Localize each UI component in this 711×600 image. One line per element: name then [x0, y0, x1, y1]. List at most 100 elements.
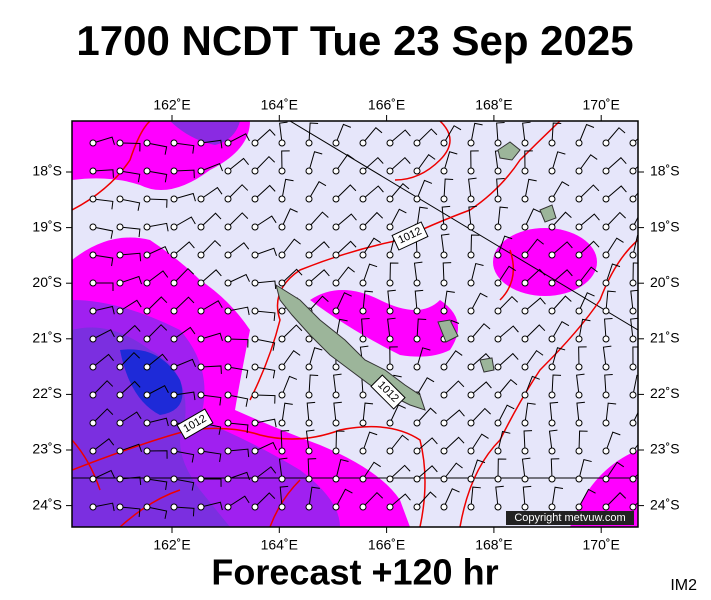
island: [497, 141, 521, 161]
wind-barb: [524, 150, 533, 172]
wind-station: [305, 447, 313, 455]
wind-barb: [281, 208, 298, 228]
wind-barb: [227, 471, 250, 481]
lon-label: 170˚E: [583, 97, 620, 113]
wind-station: [251, 419, 259, 427]
wind-station: [278, 167, 286, 175]
wind-station: [332, 391, 340, 399]
wind-station: [467, 195, 475, 203]
wind-station: [629, 251, 637, 259]
wind-station: [197, 447, 205, 455]
wind-barb: [443, 436, 465, 452]
wind-barb: [92, 169, 114, 178]
wind-station: [89, 223, 97, 231]
wind-station: [575, 503, 583, 511]
wind-barb: [443, 462, 463, 480]
lon-label: 168˚E: [475, 97, 512, 113]
wind-barb: [602, 345, 612, 368]
wind-station: [332, 503, 340, 511]
wind-station: [386, 475, 394, 483]
wind-station: [548, 307, 556, 315]
wind-barb: [227, 495, 250, 508]
wind-station: [116, 503, 124, 511]
wind-barb: [308, 122, 319, 144]
wind-station: [440, 503, 448, 511]
wind-station: [89, 251, 97, 259]
wind-station: [251, 223, 259, 231]
wind-barb: [551, 211, 572, 228]
wind-barb: [119, 506, 141, 517]
wind-station: [575, 195, 583, 203]
wind-barb: [92, 226, 114, 239]
wind-barb: [306, 401, 316, 424]
wind-barb: [523, 430, 533, 452]
wind-barb: [146, 198, 168, 208]
wind-station: [170, 139, 178, 147]
wind-barb: [281, 375, 298, 396]
wind-station: [332, 363, 340, 371]
wind-station: [494, 475, 502, 483]
wind-barb: [227, 242, 250, 256]
wind-station: [629, 279, 637, 287]
wind-barb: [119, 142, 141, 152]
wind-barb: [470, 150, 479, 172]
wind-station: [89, 279, 97, 287]
wind-station: [359, 251, 367, 259]
wind-barb: [362, 185, 384, 200]
wind-barb: [549, 401, 559, 424]
wind-barb: [524, 297, 546, 312]
wind-station: [386, 251, 394, 259]
wind-station: [521, 139, 529, 147]
wind-station: [251, 363, 259, 371]
wind-barb: [416, 491, 437, 508]
wind-station: [143, 139, 151, 147]
wind-station: [413, 307, 421, 315]
wind-station: [359, 419, 367, 427]
wind-station: [440, 223, 448, 231]
wind-barb: [578, 346, 587, 368]
wind-station: [602, 475, 610, 483]
wind-barb: [443, 488, 460, 508]
copyright: Copyright metvuw.com: [514, 512, 625, 524]
wind-station: [251, 503, 259, 511]
wind-station: [143, 251, 151, 259]
lat-label: 23˚S: [650, 441, 680, 457]
wind-station: [359, 447, 367, 455]
wind-barb: [443, 290, 455, 312]
wind-station: [413, 503, 421, 511]
wind-station: [197, 503, 205, 511]
wind-barb: [524, 268, 546, 284]
wind-station: [602, 307, 610, 315]
island: [275, 283, 426, 411]
wind-barb: [362, 263, 378, 284]
wind-barb: [578, 184, 600, 200]
wind-barb: [173, 267, 195, 284]
wind-barb: [281, 402, 293, 424]
wind-station: [278, 195, 286, 203]
wind-station: [251, 139, 259, 147]
wind-barb: [335, 266, 355, 284]
wind-barb: [92, 329, 115, 340]
wind-station: [548, 391, 556, 399]
wind-barb: [389, 346, 398, 368]
wind-barb: [468, 177, 477, 200]
wind-station: [494, 195, 502, 203]
wind-station: [521, 251, 529, 259]
wind-station: [467, 475, 475, 483]
wind-barb: [200, 501, 223, 511]
wind-barb: [362, 211, 384, 228]
wind-station: [197, 251, 205, 259]
wind-station: [143, 419, 151, 427]
wind-barb: [200, 186, 223, 200]
wind-barb: [146, 450, 168, 459]
wind-barb: [413, 261, 423, 284]
wind-station: [467, 391, 475, 399]
wind-station: [521, 307, 529, 315]
wind-station: [143, 391, 151, 399]
wind-station: [197, 139, 205, 147]
wind-station: [305, 195, 313, 203]
wind-barb: [119, 324, 141, 340]
wind-station: [143, 279, 151, 287]
wind-barb: [281, 178, 294, 200]
wind-station: [467, 307, 475, 315]
